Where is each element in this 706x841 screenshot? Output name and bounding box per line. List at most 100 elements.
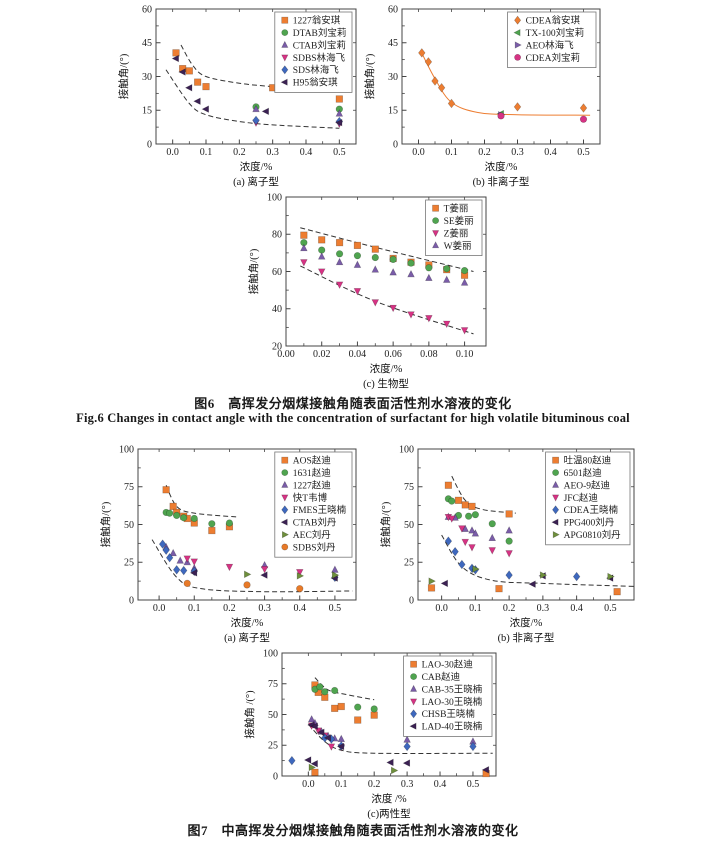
x-tick-label: 0.00 <box>277 349 295 360</box>
data-point <box>252 104 260 113</box>
y-axis-title: 接触角/(°) <box>363 53 376 99</box>
data-point <box>613 588 621 596</box>
data-point <box>190 514 198 523</box>
series-CHSB王晓楠 <box>288 733 477 766</box>
y-tick-label: 60 <box>272 267 282 278</box>
data-point <box>442 320 451 329</box>
data-point <box>407 259 415 267</box>
data-point <box>281 65 289 75</box>
data-point <box>410 709 418 719</box>
trend-curve-dashed <box>165 69 340 129</box>
legend-label: 吐温80赵迪 <box>564 455 612 467</box>
y-axis-title: 接触角/(°) <box>99 501 112 547</box>
y-tick-label: 50 <box>124 520 134 531</box>
data-point <box>166 509 174 517</box>
data-point <box>158 539 167 549</box>
y-tick-label: 0 <box>393 139 398 150</box>
data-point <box>460 266 469 275</box>
legend-label: CAB赵迪 <box>422 671 461 683</box>
legend-label: DTAB刘宝莉 <box>293 27 347 39</box>
legend-label: AEC刘丹 <box>293 529 331 541</box>
data-point <box>514 15 522 25</box>
data-point <box>331 704 339 712</box>
legend-label: LAD-40王晓楠 <box>422 721 483 733</box>
series-APG0810刘丹 <box>428 565 615 585</box>
data-point <box>303 756 312 764</box>
x-axis-title: 浓度/% <box>485 160 518 173</box>
x-axis-title: 浓度/% <box>370 362 403 375</box>
data-point <box>300 259 308 267</box>
data-point <box>310 722 318 730</box>
legend-label: AEO林海飞 <box>526 39 575 51</box>
legend-label: 1227翁安琪 <box>293 15 341 27</box>
data-point <box>323 734 332 742</box>
data-point <box>460 327 469 335</box>
data-point <box>354 703 362 711</box>
data-point <box>431 76 439 86</box>
data-point <box>432 230 440 238</box>
chart-fig6b-nonionic: 0.0 0.1 0.2 0.3 0.4 0.5 0 15 30 45 60 浓度/% 接触角/(°) (b… <box>362 2 608 190</box>
legend-label: FMES王晓楠 <box>293 504 347 516</box>
x-tick-label: 0.06 <box>384 349 402 360</box>
x-tick-label: 0.3 <box>258 603 271 614</box>
data-point <box>172 565 181 575</box>
data-point <box>318 236 326 244</box>
x-tick-label: 0.4 <box>570 603 583 614</box>
data-point <box>321 688 329 696</box>
data-point <box>169 502 177 510</box>
subplot-caption: (a) 离子型 <box>224 631 270 644</box>
data-point <box>193 97 201 106</box>
data-point <box>488 533 497 542</box>
data-point <box>282 531 290 539</box>
data-point <box>353 252 362 260</box>
data-point <box>425 273 433 281</box>
data-point <box>410 698 418 706</box>
x-tick-label: 0.2 <box>478 147 491 158</box>
data-point <box>444 536 453 546</box>
legend-label: CDEA王晓楠 <box>564 504 619 516</box>
data-point <box>353 288 362 296</box>
y-tick-label: 100 <box>399 444 414 455</box>
data-point <box>331 565 339 573</box>
data-point <box>260 566 269 574</box>
y-tick-label: 50 <box>404 520 414 531</box>
data-point <box>447 98 456 109</box>
y-tick-label: 40 <box>272 304 282 315</box>
data-point <box>389 255 397 263</box>
data-point <box>335 257 344 266</box>
data-point <box>432 217 439 224</box>
legend-label: H95翁安琪 <box>293 77 338 89</box>
axes: 0.0 0.1 0.2 0.3 0.4 0.5 0 25 50 75 100 <box>263 648 497 790</box>
series-SE姜丽 <box>300 239 469 275</box>
legend-label: 1227赵迪 <box>293 479 332 491</box>
data-point <box>202 83 210 91</box>
legend-label: CTAB刘宝莉 <box>293 39 346 51</box>
data-point <box>225 519 234 527</box>
data-point <box>162 545 170 555</box>
data-point <box>418 48 426 58</box>
data-point <box>505 526 513 534</box>
trend-curve-dashed <box>451 475 516 514</box>
data-point <box>444 481 452 489</box>
data-point <box>281 29 289 36</box>
chart-fig6c-biological: 0.00 0.02 0.04 0.06 0.08 0.10 20 40 60 80 100 浓度/% 接… <box>246 190 494 392</box>
y-tick-label: 45 <box>142 38 152 49</box>
data-point <box>331 571 340 579</box>
data-point <box>513 29 521 37</box>
data-point <box>451 546 459 557</box>
data-point <box>425 264 433 272</box>
data-point <box>505 570 513 580</box>
trend-curve-dashed <box>165 485 237 518</box>
data-point <box>354 716 362 724</box>
chart-fig6a-ionic: 0.0 0.1 0.2 0.3 0.4 0.5 0 15 30 45 60 浓度/% 接触角/(°) (a… <box>116 2 364 190</box>
chart-fig7a-ionic: 0.0 0.1 0.2 0.3 0.4 0.5 0 25 50 75 100 浓度/% 接触角/(°) (… <box>98 442 364 646</box>
data-point <box>505 510 513 518</box>
data-point <box>481 766 490 774</box>
data-point <box>260 571 268 579</box>
data-point <box>551 518 559 526</box>
data-point <box>371 245 379 253</box>
x-tick-label: 0.5 <box>333 147 346 158</box>
data-point <box>407 269 415 278</box>
data-point <box>428 577 436 585</box>
axes: 0.00 0.02 0.04 0.06 0.08 0.10 20 40 60 80 100 <box>267 192 487 360</box>
